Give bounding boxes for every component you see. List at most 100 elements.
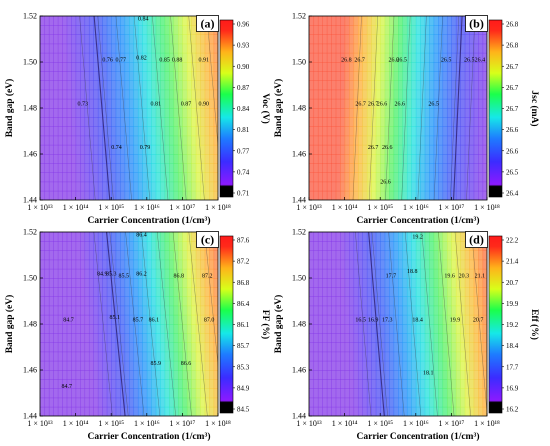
heatmap-cell bbox=[389, 388, 395, 399]
heatmap-cell bbox=[375, 268, 381, 279]
heatmap-cell bbox=[331, 250, 337, 261]
heatmap-cell bbox=[75, 52, 81, 63]
heatmap-cell bbox=[309, 172, 315, 183]
heatmap-cell bbox=[335, 259, 341, 270]
heatmap-cell bbox=[53, 117, 59, 127]
heatmap-cell bbox=[186, 126, 192, 137]
heatmap-cell bbox=[469, 379, 475, 389]
heatmap-cell bbox=[331, 154, 337, 164]
heatmap-cell bbox=[411, 305, 417, 316]
heatmap-cell bbox=[469, 259, 475, 270]
heatmap-cell bbox=[393, 305, 399, 316]
heatmap-cell bbox=[353, 16, 359, 26]
heatmap-cell bbox=[415, 397, 421, 408]
heatmap-cell bbox=[155, 135, 161, 146]
heatmap-cell bbox=[446, 117, 452, 127]
heatmap-cell bbox=[53, 172, 59, 183]
heatmap-cell bbox=[80, 287, 86, 297]
heatmap-cell bbox=[195, 135, 201, 146]
heatmap-cell bbox=[195, 43, 201, 54]
heatmap-cell bbox=[317, 16, 323, 26]
heatmap-cell bbox=[182, 259, 188, 270]
heatmap-cell bbox=[142, 406, 148, 416]
heatmap-cell bbox=[102, 388, 108, 399]
heatmap-cell bbox=[62, 333, 68, 343]
heatmap-cell bbox=[40, 108, 46, 118]
heatmap-cell bbox=[213, 71, 218, 81]
heatmap-cell bbox=[75, 241, 81, 251]
heatmap-cell bbox=[433, 314, 439, 325]
heatmap-cell bbox=[473, 397, 479, 408]
heatmap-cell bbox=[384, 135, 390, 146]
heatmap-cell bbox=[331, 144, 337, 155]
heatmap-cell bbox=[186, 296, 192, 307]
contour-line-major bbox=[93, 16, 111, 200]
heatmap-cell bbox=[317, 342, 323, 353]
heatmap-cell bbox=[353, 278, 359, 288]
heatmap-cell bbox=[322, 296, 328, 307]
heatmap-cell bbox=[80, 144, 86, 155]
heatmap-cell bbox=[213, 259, 218, 270]
heatmap-cell bbox=[411, 163, 417, 173]
heatmap-cell bbox=[393, 172, 399, 183]
heatmap-cell bbox=[182, 324, 188, 334]
heatmap-cell bbox=[344, 406, 350, 416]
heatmap-cell bbox=[204, 172, 210, 183]
heatmap-cell bbox=[398, 117, 404, 127]
heatmap-cell bbox=[106, 333, 112, 343]
heatmap-cell bbox=[398, 34, 404, 45]
heatmap-cell bbox=[420, 232, 426, 242]
heatmap-cell bbox=[322, 360, 328, 371]
heatmap-cell bbox=[44, 287, 50, 297]
heatmap-cell bbox=[129, 360, 135, 371]
heatmap-cell bbox=[155, 62, 161, 72]
heatmap-cell bbox=[384, 126, 390, 137]
heatmap-cell bbox=[106, 154, 112, 164]
heatmap-cell bbox=[97, 397, 103, 408]
heatmap-cell bbox=[438, 163, 444, 173]
panel-label-box bbox=[196, 231, 219, 248]
heatmap-cell bbox=[97, 241, 103, 251]
heatmap-cell bbox=[48, 268, 54, 279]
heatmap-cell bbox=[88, 296, 94, 307]
heatmap-cell bbox=[389, 351, 395, 362]
heatmap-cell bbox=[371, 34, 377, 45]
heatmap-cell bbox=[106, 241, 112, 251]
heatmap-cell bbox=[209, 52, 215, 63]
heatmap-cell bbox=[313, 135, 319, 146]
heatmap-cell bbox=[48, 287, 54, 297]
heatmap-cell bbox=[349, 406, 355, 416]
heatmap-cell bbox=[415, 34, 421, 45]
contour-label: 85.1 bbox=[110, 315, 121, 321]
heatmap-cell bbox=[169, 172, 175, 183]
heatmap-cell bbox=[120, 296, 126, 307]
heatmap-cell bbox=[155, 16, 161, 26]
heatmap-cell bbox=[326, 71, 332, 81]
heatmap-cell bbox=[124, 154, 130, 164]
heatmap-cell bbox=[48, 241, 54, 251]
colorbar-tick-label: 19.9 bbox=[506, 300, 519, 308]
x-tick-label: 1 × 10¹⁶ bbox=[134, 419, 160, 428]
heatmap-cell bbox=[357, 241, 363, 251]
heatmap-cell bbox=[331, 379, 337, 389]
heatmap-cell bbox=[451, 351, 457, 362]
heatmap-cell bbox=[402, 89, 408, 100]
heatmap-cell bbox=[133, 163, 139, 173]
heatmap-cell bbox=[209, 250, 215, 261]
heatmap-cell bbox=[322, 259, 328, 270]
heatmap-cell bbox=[209, 62, 215, 72]
heatmap-cell bbox=[200, 379, 206, 389]
heatmap-cell bbox=[200, 108, 206, 118]
heatmap-cell bbox=[102, 397, 108, 408]
heatmap-cell bbox=[429, 406, 435, 416]
heatmap-cell bbox=[357, 379, 363, 389]
heatmap-cell bbox=[137, 333, 143, 343]
heatmap-cell bbox=[160, 342, 166, 353]
heatmap-cell bbox=[71, 250, 77, 261]
heatmap-cell bbox=[433, 287, 439, 297]
colorbar-tick-label: 26.7 bbox=[506, 63, 519, 71]
heatmap-cell bbox=[137, 181, 143, 192]
heatmap-cell bbox=[71, 351, 77, 362]
heatmap-cell bbox=[191, 232, 197, 242]
heatmap-cell bbox=[66, 241, 72, 251]
